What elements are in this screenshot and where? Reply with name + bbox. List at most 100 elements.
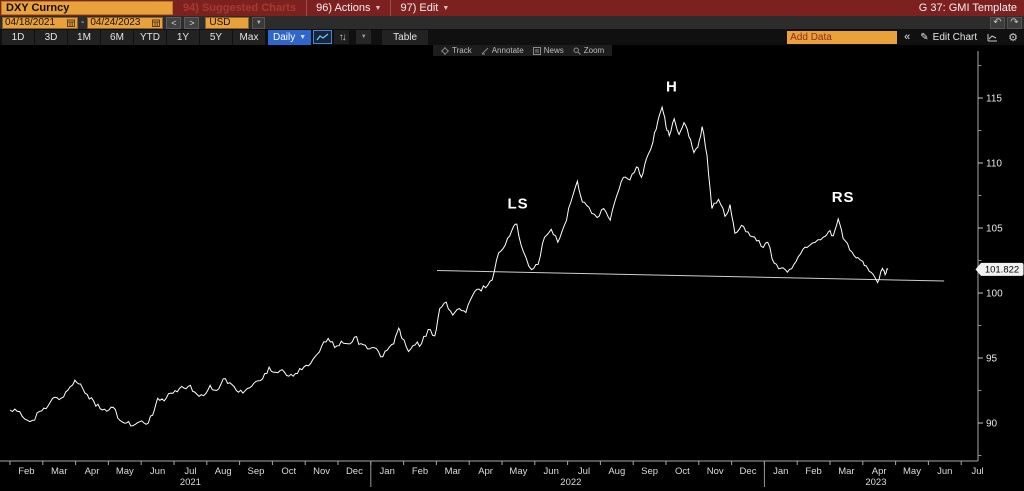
- x-month-label: Feb: [805, 466, 821, 477]
- ticker-input[interactable]: DXY Curncy: [1, 1, 173, 15]
- crosshair-icon: [441, 46, 449, 55]
- frequency-value: Daily: [273, 31, 296, 43]
- undo-button[interactable]: ↶: [990, 16, 1005, 29]
- x-month-label: Oct: [675, 466, 690, 477]
- x-month-label: Jun: [937, 466, 952, 477]
- x-month-label: Jul: [578, 466, 590, 477]
- range-max-button[interactable]: Max: [233, 29, 265, 45]
- zoom-label: Zoom: [583, 46, 605, 55]
- pencil-icon: ✎: [920, 31, 929, 43]
- x-month-label: Feb: [412, 466, 428, 477]
- x-month-label: Jul: [972, 466, 984, 477]
- settings-button[interactable]: ⚙: [1008, 31, 1018, 44]
- pattern-annotation-h[interactable]: H: [666, 79, 678, 96]
- line-chart-type-button[interactable]: [313, 30, 333, 44]
- x-month-label: Aug: [215, 466, 232, 477]
- range-1y-button[interactable]: 1Y: [167, 29, 199, 45]
- x-month-label: Nov: [707, 466, 724, 477]
- edit-chart-button[interactable]: ✎ Edit Chart: [917, 32, 980, 43]
- track-button[interactable]: Track: [441, 46, 472, 55]
- x-month-label: Jan: [380, 466, 395, 477]
- range-ytd-button[interactable]: YTD: [134, 29, 166, 45]
- magnifier-icon: [573, 47, 581, 55]
- actions-menu[interactable]: 96) Actions ▼: [306, 0, 390, 16]
- x-month-label: Mar: [838, 466, 854, 477]
- pattern-annotation-rs[interactable]: RS: [832, 189, 855, 206]
- prev-period-button[interactable]: <: [166, 16, 182, 29]
- y-tick-label: 115: [986, 94, 1002, 105]
- x-month-label: May: [903, 466, 921, 477]
- x-month-label: Mar: [445, 466, 461, 477]
- x-month-label: Jun: [150, 466, 165, 477]
- y-tick-label: 105: [986, 224, 1003, 235]
- x-month-label: Jan: [773, 466, 788, 477]
- edit-menu[interactable]: 97) Edit ▼: [390, 0, 458, 16]
- calendar-icon: [152, 19, 161, 27]
- x-month-label: Dec: [740, 466, 757, 477]
- chart-controls-bar: 1D 3D 1M 6M YTD 1Y 5Y Max Daily ▼ ↑↓ ▼ T…: [0, 29, 1024, 45]
- edit-label: 97) Edit: [400, 2, 439, 14]
- x-month-label: Apr: [478, 466, 493, 477]
- start-date-value: 04/18/2021: [5, 16, 56, 28]
- x-month-label: Apr: [85, 466, 100, 477]
- pattern-annotation-ls[interactable]: LS: [507, 196, 528, 213]
- mini-chart-icon: [987, 33, 998, 41]
- zoom-button[interactable]: Zoom: [573, 46, 604, 55]
- actions-label: 96) Actions: [316, 2, 371, 14]
- x-month-label: May: [509, 466, 527, 477]
- price-chart[interactable]: 115 110 105 100 95 90 Feb Mar Apr May Jun Jul Aug Sep…: [0, 45, 1024, 491]
- currency-dropdown-button[interactable]: ▼: [252, 16, 266, 29]
- range-6m-button[interactable]: 6M: [101, 29, 133, 45]
- x-month-label: Feb: [18, 466, 34, 477]
- x-month-label: Apr: [872, 466, 887, 477]
- x-month-label: Dec: [346, 466, 363, 477]
- track-label: Track: [452, 46, 472, 55]
- last-price-value: 101.822: [985, 265, 1019, 276]
- x-month-label: Jul: [184, 466, 196, 477]
- chart-mini-toolbar: Track Annotate News Zoom: [433, 45, 613, 56]
- more-options-button[interactable]: ▼: [356, 30, 372, 44]
- start-date-input[interactable]: 04/18/2021: [2, 16, 78, 29]
- annotate-label: Annotate: [491, 46, 524, 55]
- chart-export-button[interactable]: [984, 33, 1001, 42]
- news-label: News: [543, 46, 564, 55]
- date-toolbar: 04/18/2021 - 04/24/2023 < > USD ▼ ↶ ↷: [0, 16, 1024, 29]
- add-data-input[interactable]: Add Data: [787, 30, 898, 44]
- next-period-button[interactable]: >: [184, 16, 200, 29]
- range-1d-button[interactable]: 1D: [2, 29, 34, 45]
- range-5y-button[interactable]: 5Y: [200, 29, 232, 45]
- range-3d-button[interactable]: 3D: [35, 29, 67, 45]
- end-date-input[interactable]: 04/24/2023: [87, 16, 164, 29]
- x-year-label: 2023: [865, 477, 886, 488]
- x-year-label: 2021: [180, 477, 201, 488]
- calendar-icon: [67, 19, 75, 27]
- edit-chart-label: Edit Chart: [932, 31, 978, 43]
- range-1m-button[interactable]: 1M: [68, 29, 100, 45]
- annotate-button[interactable]: Annotate: [481, 46, 524, 55]
- x-month-label: Aug: [608, 466, 625, 477]
- price-line: [9, 105, 889, 427]
- date-separator: -: [81, 17, 85, 28]
- x-month-label: Jun: [544, 466, 559, 477]
- x-month-label: Mar: [51, 466, 67, 477]
- news-button[interactable]: News: [532, 46, 564, 55]
- frequency-select[interactable]: Daily ▼: [268, 29, 312, 45]
- redo-button[interactable]: ↷: [1007, 16, 1022, 29]
- compare-sort-button[interactable]: ↑↓: [334, 30, 350, 44]
- annotate-icon: [481, 47, 489, 54]
- table-button[interactable]: Table: [382, 29, 429, 45]
- chart-area: Track Annotate News Zoom 115 110 105 100 95 9…: [0, 45, 1024, 491]
- x-month-label: Sep: [641, 466, 658, 477]
- collapse-panel-button[interactable]: «: [904, 31, 911, 43]
- chevron-down-icon: ▼: [299, 33, 307, 41]
- x-month-label: Sep: [248, 466, 265, 477]
- line-chart-icon: [316, 32, 329, 40]
- chevron-down-icon: ▼: [442, 4, 450, 12]
- currency-select[interactable]: USD: [205, 16, 250, 29]
- last-price-badge: [975, 262, 1024, 276]
- y-tick-label: 110: [986, 159, 1002, 170]
- template-title: G 37: GMI Template: [918, 2, 1017, 14]
- suggested-charts-button[interactable]: 94) Suggested Charts: [183, 2, 297, 14]
- x-month-label: May: [116, 466, 134, 477]
- neckline-trendline[interactable]: [437, 270, 945, 282]
